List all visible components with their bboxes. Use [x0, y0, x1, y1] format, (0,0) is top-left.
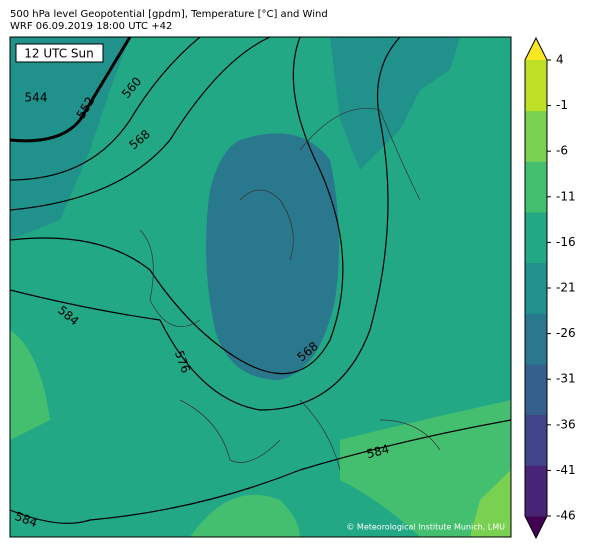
- temp-field: [330, 37, 460, 170]
- colorbar-tick-label: -16: [556, 235, 576, 249]
- colorbar-band: [525, 212, 547, 264]
- temp-field: [10, 330, 50, 440]
- colorbar-band: [525, 414, 547, 466]
- colorbar-tick-label: -11: [556, 189, 576, 203]
- colorbar-band: [525, 313, 547, 365]
- colorbar-tick-label: -31: [556, 372, 576, 386]
- contours: [10, 37, 511, 524]
- colorbar-tick-label: -21: [556, 281, 576, 295]
- colorbar-tick-label: 4: [556, 53, 564, 67]
- colorbar-band: [525, 262, 547, 314]
- colorbar-band: [525, 161, 547, 213]
- temp-field: [470, 470, 511, 537]
- coastlines: [139, 108, 441, 471]
- colorbar-tick-label: -26: [556, 326, 576, 340]
- map: [10, 37, 511, 537]
- colorbar-tick-label: -36: [556, 417, 576, 431]
- colorbar-tick-label: -41: [556, 463, 576, 477]
- contour-label: 544: [25, 91, 48, 105]
- time-box: [15, 43, 104, 63]
- colorbar-band: [525, 364, 547, 416]
- time-label: 12 UTC Sun: [24, 47, 94, 61]
- colorbar-tick-label: -46: [556, 509, 576, 523]
- colorbar-band: [525, 60, 547, 112]
- title-line: WRF 06.09.2019 18:00 UTC +42: [10, 21, 172, 32]
- colorbar-extend: [525, 38, 547, 60]
- temp-field: [340, 400, 511, 537]
- colorbar-tick-label: -1: [556, 98, 568, 112]
- temp-field: [206, 133, 339, 380]
- contour-label: 584: [365, 442, 391, 461]
- title-line: 500 hPa level Geopotential [gpdm], Tempe…: [10, 9, 328, 20]
- colorbar: 4 -1 -6 -11 -16 -21 -26 -31 -36 -41 -46: [524, 36, 576, 540]
- credit: © Meteorological Institute Munich, LMU: [346, 523, 505, 532]
- colorbar-extend: [525, 516, 547, 538]
- colorbar-band: [525, 110, 547, 162]
- temp-field: [190, 494, 300, 537]
- map-frame: [9, 36, 512, 538]
- colorbar-tick-label: -6: [556, 144, 568, 158]
- colorbar-band: [525, 465, 547, 517]
